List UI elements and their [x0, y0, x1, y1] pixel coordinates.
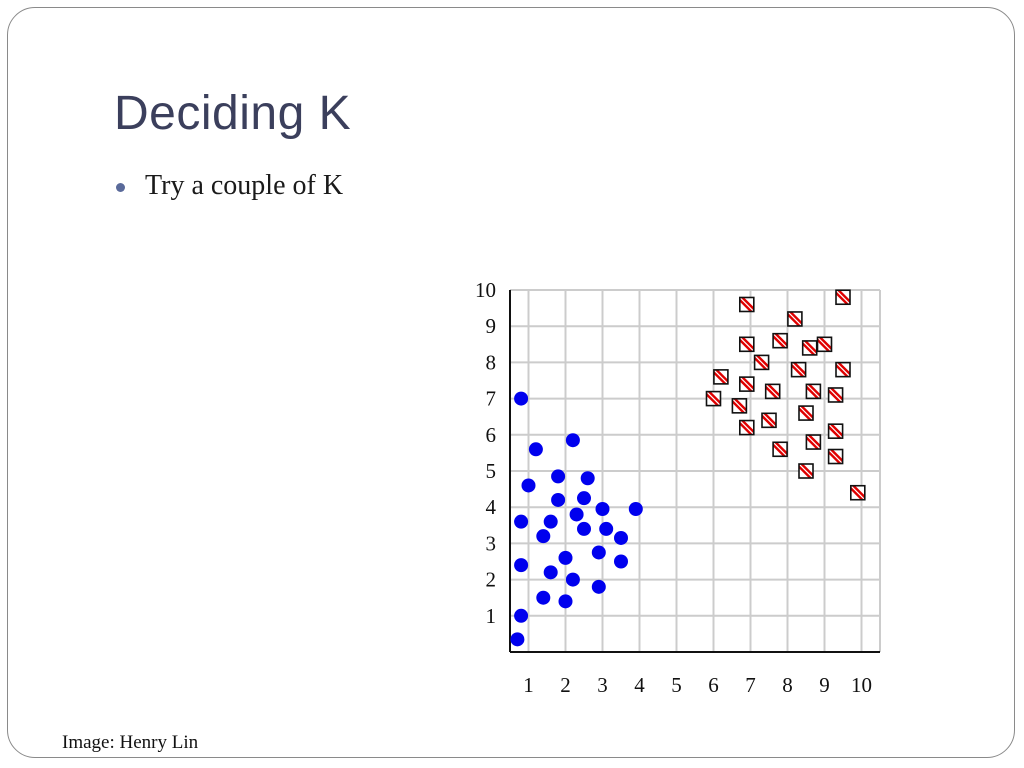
data-point-circle	[551, 492, 566, 507]
data-point-circle	[510, 632, 525, 647]
y-tick-label: 3	[486, 531, 497, 555]
data-point-circle	[543, 514, 558, 529]
data-point-circle	[614, 530, 628, 545]
bullet-text: Try a couple of K	[145, 170, 344, 201]
data-point-square	[849, 484, 866, 501]
data-point-circle	[580, 471, 595, 486]
data-point-square	[738, 419, 755, 436]
data-point-square	[753, 354, 770, 371]
data-point-square	[801, 340, 818, 356]
data-point-circle	[577, 491, 591, 506]
data-point-circle	[514, 391, 529, 406]
data-point-square	[827, 423, 844, 439]
data-point-circle	[514, 558, 529, 573]
data-point-circle	[591, 579, 606, 594]
x-tick-label: 10	[851, 673, 872, 697]
data-point-circle	[558, 550, 573, 565]
data-point-circle	[521, 478, 536, 493]
data-point-circle	[551, 469, 566, 484]
y-tick-label: 2	[486, 568, 497, 592]
data-point-square	[772, 332, 788, 349]
data-point-circle	[514, 514, 529, 529]
data-point-square	[816, 336, 833, 353]
data-point-square	[835, 289, 851, 306]
slide-frame	[7, 7, 1015, 758]
bullet-dot-icon	[116, 182, 125, 192]
bullet-item: Try a couple of K	[116, 170, 343, 202]
data-point-square	[787, 311, 803, 327]
y-tick-label: 8	[486, 350, 497, 374]
data-point-circle	[569, 507, 584, 522]
x-tick-label: 7	[745, 673, 756, 697]
data-point-square	[798, 405, 814, 421]
data-point-square	[805, 383, 822, 400]
data-point-circle	[614, 554, 628, 569]
data-point-square	[738, 336, 755, 353]
x-tick-label: 6	[708, 673, 719, 697]
data-point-circle	[591, 545, 606, 560]
data-point-square	[764, 383, 781, 400]
data-point-circle	[565, 433, 580, 448]
x-tick-label: 9	[819, 673, 830, 697]
data-point-square	[805, 434, 822, 450]
x-tick-label: 2	[560, 673, 571, 697]
data-point-circle	[528, 442, 543, 457]
data-point-circle	[536, 529, 551, 544]
data-point-square	[798, 463, 814, 479]
data-point-circle	[558, 594, 573, 609]
data-point-square	[772, 441, 788, 458]
data-point-circle	[595, 502, 610, 517]
y-tick-label: 6	[486, 423, 497, 447]
data-point-square	[738, 376, 755, 392]
data-point-square	[738, 296, 755, 313]
scatter-chart: 1 2 3 4 5 6 7 8 9 10 1 2 3 4 5 6 7 8 9 10	[475, 280, 881, 697]
data-point-square	[827, 448, 844, 465]
image-credit: Image: Henry Lin	[62, 732, 199, 753]
data-point-circle	[628, 502, 643, 517]
data-point-square	[827, 387, 844, 403]
data-point-circle	[543, 565, 558, 580]
y-tick-label: 9	[486, 314, 497, 338]
data-point-square	[713, 369, 729, 385]
y-tick-label: 1	[486, 604, 497, 628]
data-point-square	[731, 398, 748, 414]
data-point-circle	[577, 521, 591, 536]
data-point-circle	[599, 521, 614, 536]
y-tick-label: 4	[486, 495, 497, 519]
x-tick-label: 1	[523, 673, 534, 697]
y-tick-label: 7	[486, 387, 497, 411]
y-tick-label: 5	[486, 459, 497, 483]
data-point-square	[835, 361, 851, 378]
chart-points	[510, 289, 866, 647]
chart-axes	[509, 290, 880, 653]
data-point-square	[705, 390, 722, 407]
x-tick-label: 8	[782, 673, 793, 697]
slide-title: Deciding K	[114, 87, 352, 140]
data-point-square	[790, 361, 807, 378]
x-tick-label: 4	[634, 673, 645, 697]
data-point-circle	[514, 608, 529, 623]
chart-tick-labels: 1 2 3 4 5 6 7 8 9 10 1 2 3 4 5 6 7 8 9 10	[475, 280, 872, 697]
data-point-square	[761, 412, 777, 429]
data-point-circle	[536, 590, 551, 605]
data-point-circle	[565, 572, 580, 587]
y-tick-label: 10	[475, 280, 496, 302]
x-tick-label: 3	[597, 673, 608, 697]
x-tick-label: 5	[671, 673, 682, 697]
